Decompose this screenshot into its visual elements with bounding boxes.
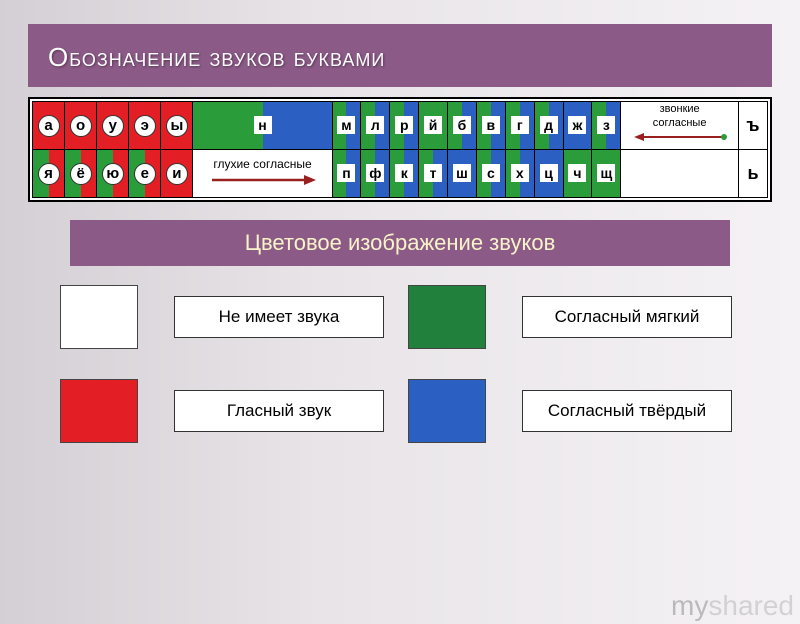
legend-swatch xyxy=(60,379,138,443)
consonant-cell: т xyxy=(419,150,448,198)
legend-grid: Не имеет звука Согласный мягкий Гласный зв… xyxy=(60,282,740,446)
consonant-letter: й xyxy=(424,116,442,134)
consonant-letter: к xyxy=(395,164,413,182)
consonant-cell: м xyxy=(332,102,361,150)
consonant-letter: ц xyxy=(540,164,558,182)
consonant-cell: х xyxy=(505,150,534,198)
consonant-cell: в xyxy=(476,102,505,150)
vowel-cell: о xyxy=(65,102,97,150)
voiced-label-cell: звонкиесогласные xyxy=(621,102,739,150)
subtitle-bar: Цветовое изображение звуков xyxy=(70,220,730,266)
consonant-letter: р xyxy=(395,116,413,134)
arrow-left-icon xyxy=(632,131,728,143)
voiceless-label: глухие согласные xyxy=(213,157,311,171)
hard-sign-cell: ъ xyxy=(738,102,767,150)
consonant-letter: т xyxy=(424,164,442,182)
hard-sign: ъ xyxy=(746,115,759,136)
subtitle-text: Цветовое изображение звуков xyxy=(245,230,556,255)
vowel-letter: ы xyxy=(166,115,188,137)
consonant-cell: н xyxy=(193,102,332,150)
consonant-letter: д xyxy=(540,116,558,134)
watermark: myshared xyxy=(671,590,794,622)
vowel-cell: э xyxy=(129,102,161,150)
vowel-letter: э xyxy=(134,115,156,137)
consonant-cell: с xyxy=(476,150,505,198)
consonant-letter: п xyxy=(337,164,355,182)
vowel-cell: а xyxy=(33,102,65,150)
consonant-cell: б xyxy=(448,102,477,150)
vowel-cell: ё xyxy=(65,150,97,198)
consonant-letter: с xyxy=(482,164,500,182)
vowel-letter: е xyxy=(134,163,156,185)
spacer-cell xyxy=(621,150,739,198)
consonant-cell: ч xyxy=(563,150,592,198)
legend-label: Согласный мягкий xyxy=(522,296,732,338)
vowel-cell: ы xyxy=(161,102,193,150)
legend-swatch xyxy=(60,285,138,349)
consonant-letter: ж xyxy=(568,116,586,134)
vowel-cell: у xyxy=(97,102,129,150)
title-bar: Обозначение звуков буквами xyxy=(28,24,772,87)
consonant-letter: щ xyxy=(597,164,615,182)
consonant-cell: й xyxy=(419,102,448,150)
consonant-letter: ч xyxy=(568,164,586,182)
consonant-letter: ф xyxy=(366,164,384,182)
legend-label: Согласный твёрдый xyxy=(522,390,732,432)
consonant-letter: з xyxy=(597,116,615,134)
consonant-cell: ц xyxy=(534,150,563,198)
consonant-letter: н xyxy=(254,116,272,134)
consonant-cell: ш xyxy=(448,150,477,198)
consonant-cell: л xyxy=(361,102,390,150)
vowel-letter: о xyxy=(70,115,92,137)
consonant-cell: ф xyxy=(361,150,390,198)
alphabet-chart: аоуэы н млрйбвгджз звонкиесогласные ъ яёюеи… xyxy=(28,97,772,202)
consonant-cell: р xyxy=(390,102,419,150)
vowel-letter: ю xyxy=(102,163,124,185)
consonant-cell: з xyxy=(592,102,621,150)
vowel-letter: а xyxy=(38,115,60,137)
vowel-letter: ё xyxy=(70,163,92,185)
consonant-letter: ш xyxy=(453,164,471,182)
soft-sign: ь xyxy=(747,163,758,184)
consonant-letter: в xyxy=(482,116,500,134)
vowel-cell: я xyxy=(33,150,65,198)
soft-sign-cell: ь xyxy=(738,150,767,198)
consonant-letter: л xyxy=(366,116,384,134)
consonant-cell: г xyxy=(505,102,534,150)
consonant-cell: щ xyxy=(592,150,621,198)
page-title: Обозначение звуков буквами xyxy=(48,42,752,73)
consonant-cell: п xyxy=(332,150,361,198)
legend-swatch xyxy=(408,379,486,443)
vowel-letter: у xyxy=(102,115,124,137)
legend-label: Не имеет звука xyxy=(174,296,384,338)
legend-label: Гласный звук xyxy=(174,390,384,432)
vowel-cell: ю xyxy=(97,150,129,198)
consonant-cell: к xyxy=(390,150,419,198)
consonant-cell: д xyxy=(534,102,563,150)
consonant-letter: х xyxy=(511,164,529,182)
vowel-letter: и xyxy=(166,163,188,185)
vowel-cell: е xyxy=(129,150,161,198)
consonant-cell: ж xyxy=(563,102,592,150)
voiced-label: звонкиесогласные xyxy=(621,103,738,129)
consonant-letter: б xyxy=(453,116,471,134)
legend-swatch xyxy=(408,285,486,349)
consonant-letter: г xyxy=(511,116,529,134)
vowel-cell: и xyxy=(161,150,193,198)
consonant-letter: м xyxy=(337,116,355,134)
vowel-letter: я xyxy=(38,163,60,185)
voiceless-label-cell: глухие согласные xyxy=(193,150,332,198)
arrow-right-icon xyxy=(208,173,318,187)
